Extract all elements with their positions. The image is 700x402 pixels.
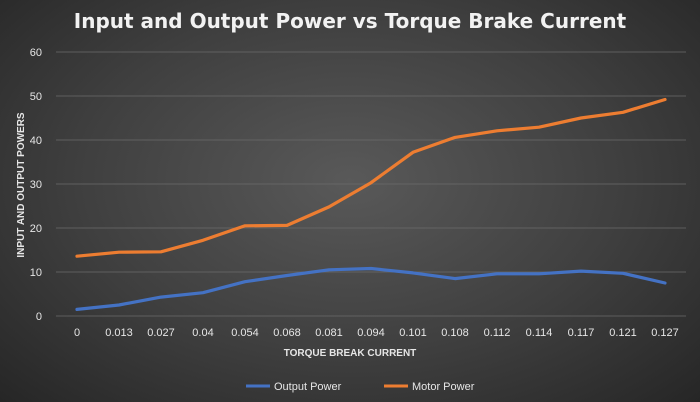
legend-label: Output Power — [274, 381, 342, 393]
x-tick-label: 0.101 — [399, 327, 427, 339]
series-lines — [75, 97, 667, 311]
series-line-motor-power — [75, 97, 667, 258]
x-axis-ticks: 0 0.013 0.027 0.04 0.054 0.068 0.081 0.094 0.101… — [74, 327, 679, 339]
x-tick-label: 0.121 — [609, 327, 637, 339]
x-tick-label: 0.04 — [192, 327, 213, 339]
x-tick-label: 0.108 — [441, 327, 469, 339]
y-tick-label: 0 — [36, 311, 42, 323]
x-tick-label: 0.081 — [315, 327, 343, 339]
x-tick-label: 0.013 — [105, 327, 133, 339]
gridlines — [56, 51, 686, 317]
legend-label: Motor Power — [412, 381, 475, 393]
y-tick-label: 30 — [30, 179, 42, 191]
x-tick-label: 0 — [74, 327, 80, 339]
y-tick-label: 10 — [30, 267, 42, 279]
x-tick-label: 0.094 — [357, 327, 385, 339]
y-tick-label: 40 — [30, 135, 42, 147]
legend: Output Power Motor Power — [246, 381, 475, 393]
x-tick-label: 0.068 — [273, 327, 301, 339]
x-tick-label: 0.027 — [147, 327, 175, 339]
x-tick-label: 0.117 — [568, 327, 595, 339]
y-axis-title: INPUT AND OUTPUT POWERS — [16, 112, 27, 258]
y-tick-label: 50 — [30, 91, 42, 103]
series-line-output-power — [75, 266, 667, 311]
y-axis-ticks: 0 10 20 30 40 50 60 — [30, 47, 42, 323]
y-tick-label: 60 — [30, 47, 42, 59]
x-tick-label: 0.112 — [484, 327, 511, 339]
x-axis-title: TORQUE BREAK CURRENT — [284, 348, 417, 359]
chart-title: Input and Output Power vs Torque Brake C… — [74, 9, 627, 33]
x-tick-label: 0.114 — [526, 327, 553, 339]
x-tick-label: 0.127 — [651, 327, 679, 339]
x-tick-label: 0.054 — [231, 327, 259, 339]
y-tick-label: 20 — [30, 223, 42, 235]
